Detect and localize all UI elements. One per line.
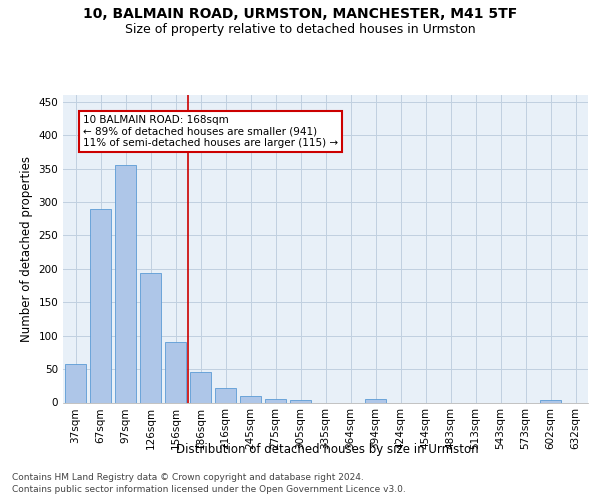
Bar bbox=[140, 274, 161, 402]
Text: 10, BALMAIN ROAD, URMSTON, MANCHESTER, M41 5TF: 10, BALMAIN ROAD, URMSTON, MANCHESTER, M… bbox=[83, 8, 517, 22]
Bar bbox=[365, 399, 386, 402]
Bar bbox=[290, 400, 311, 402]
Bar bbox=[215, 388, 236, 402]
Text: 10 BALMAIN ROAD: 168sqm
← 89% of detached houses are smaller (941)
11% of semi-d: 10 BALMAIN ROAD: 168sqm ← 89% of detache… bbox=[83, 115, 338, 148]
Text: Distribution of detached houses by size in Urmston: Distribution of detached houses by size … bbox=[176, 442, 478, 456]
Text: Contains HM Land Registry data © Crown copyright and database right 2024.: Contains HM Land Registry data © Crown c… bbox=[12, 472, 364, 482]
Y-axis label: Number of detached properties: Number of detached properties bbox=[20, 156, 33, 342]
Bar bbox=[115, 165, 136, 402]
Bar bbox=[65, 364, 86, 403]
Bar bbox=[190, 372, 211, 402]
Bar bbox=[240, 396, 261, 402]
Text: Contains public sector information licensed under the Open Government Licence v3: Contains public sector information licen… bbox=[12, 485, 406, 494]
Text: Size of property relative to detached houses in Urmston: Size of property relative to detached ho… bbox=[125, 22, 475, 36]
Bar bbox=[90, 208, 111, 402]
Bar bbox=[265, 399, 286, 402]
Bar bbox=[540, 400, 561, 402]
Bar bbox=[165, 342, 186, 402]
